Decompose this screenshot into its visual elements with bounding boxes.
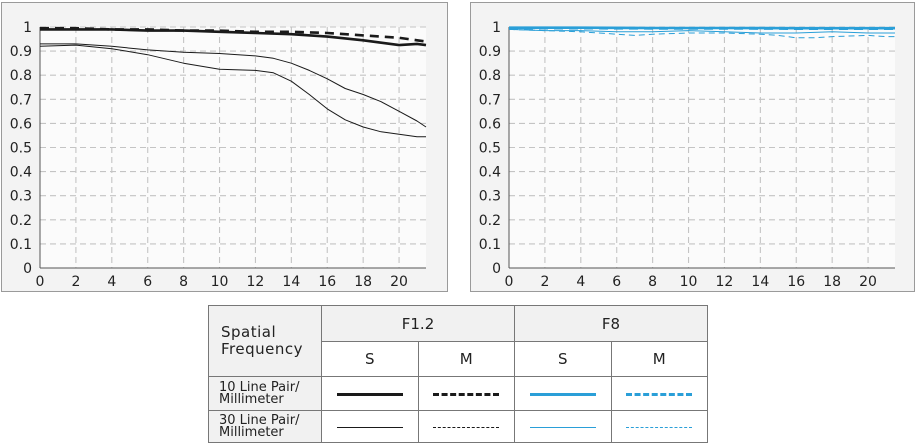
f12-x-tick-label: 18 bbox=[354, 274, 372, 290]
legend-swatch-f8-10-s bbox=[514, 376, 612, 411]
f8-x-tick-label: 16 bbox=[787, 274, 805, 290]
row-label-30lp-1: 30 Line Pair/ bbox=[219, 412, 300, 428]
f12-x-tick-label: 2 bbox=[71, 274, 80, 290]
legend-swatch-f12-10-s bbox=[321, 376, 419, 411]
mtf-chart-f12-svg: 0 2 4 6 8 10 12 14 16 18 20 0 0.1 0.2 0.3 0.4 0.5 0.6 0.7 0… bbox=[10, 20, 427, 290]
f12-x-tick-label: 6 bbox=[143, 274, 152, 290]
f12-series-line-3 bbox=[39, 44, 426, 138]
f8-x-tick-label: 2 bbox=[540, 274, 549, 290]
f12-y-tick-label: 0.6 bbox=[10, 116, 32, 132]
row-label-30lp: 30 Line Pair/ Millimeter bbox=[208, 410, 322, 443]
f8-y-tick-label: 0.3 bbox=[479, 189, 501, 205]
f8-series-line-4 bbox=[508, 28, 895, 39]
f12-y-tick-label: 0.9 bbox=[10, 44, 32, 60]
f12-y-tick-label: 0.4 bbox=[10, 165, 32, 181]
spatial-frequency-label-2: Frequency bbox=[221, 340, 303, 358]
f12-y-tick-label: 0.3 bbox=[10, 189, 32, 205]
f8-x-tick-label: 18 bbox=[823, 274, 841, 290]
legend-swatch-f12-30-m bbox=[417, 410, 515, 443]
row-label-30lp-2: Millimeter bbox=[219, 424, 284, 440]
f8-series-line-2 bbox=[509, 26, 895, 31]
f12-x-tick-label: 16 bbox=[318, 274, 336, 290]
col-m-f8: M bbox=[610, 341, 708, 377]
spatial-frequency-label-1: Spatial bbox=[221, 323, 277, 341]
f8-y-tick-label: 0.1 bbox=[479, 237, 501, 253]
legend-swatch-f8-30-s bbox=[514, 410, 612, 443]
mtf-legend-table: Spatial Frequency F1.2 F8 S M S M 10 Lin… bbox=[208, 305, 708, 443]
row-label-10lp-2: Millimeter bbox=[219, 391, 284, 407]
legend-swatch-f8-30-m bbox=[610, 410, 708, 443]
f12-x-tick-label: 10 bbox=[211, 274, 229, 290]
f8-x-tick-label: 12 bbox=[716, 274, 734, 290]
f8-x-tick-label: 10 bbox=[680, 274, 698, 290]
f8-y-tick-label: 1 bbox=[492, 20, 501, 36]
f8-x-tick-label: 6 bbox=[612, 274, 621, 290]
aperture-header-f8: F8 bbox=[514, 305, 708, 342]
f12-x-tick-label: 8 bbox=[179, 274, 188, 290]
row-label-10lp: 10 Line Pair/ Millimeter bbox=[208, 376, 322, 411]
f12-y-tick-label: 0 bbox=[23, 261, 32, 277]
spatial-frequency-header: Spatial Frequency bbox=[208, 305, 322, 377]
aperture-header-f12: F1.2 bbox=[321, 305, 515, 342]
f8-y-tick-label: 0.2 bbox=[479, 213, 501, 229]
f8-x-tick-label: 8 bbox=[648, 274, 657, 290]
f8-series-line-1 bbox=[509, 26, 895, 30]
legend-swatch-f12-30-s bbox=[321, 410, 419, 443]
f12-series-line-4 bbox=[40, 43, 427, 128]
f12-y-tick-label: 1 bbox=[23, 20, 32, 36]
mtf-chart-f8: 0 2 4 6 8 10 12 14 16 18 20 0 0.1 0.2 0.3 0.4 0.5 0.6 0.7 0… bbox=[470, 2, 915, 292]
f12-y-tick-label: 0.7 bbox=[10, 92, 32, 108]
legend-swatch-f8-10-m bbox=[610, 376, 708, 411]
f8-y-tick-label: 0.6 bbox=[479, 116, 501, 132]
f12-y-tick-label: 0.2 bbox=[10, 213, 32, 229]
f12-y-tick-label: 0.1 bbox=[10, 237, 32, 253]
f12-x-tick-label: 12 bbox=[247, 274, 265, 290]
col-m-f12: M bbox=[417, 341, 515, 377]
f8-y-tick-label: 0.7 bbox=[479, 92, 501, 108]
f12-series-line-2 bbox=[40, 26, 427, 43]
f8-x-tick-label: 20 bbox=[859, 274, 877, 290]
f12-x-tick-label: 14 bbox=[282, 274, 300, 290]
f12-y-tick-label: 0.8 bbox=[10, 68, 32, 84]
f12-x-tick-label: 20 bbox=[390, 274, 408, 290]
row-label-10lp-1: 10 Line Pair/ bbox=[219, 379, 300, 395]
col-s-f8: S bbox=[514, 341, 612, 377]
f12-x-tick-label: 0 bbox=[36, 274, 45, 290]
col-s-f12: S bbox=[321, 341, 419, 377]
f12-x-tick-label: 4 bbox=[107, 274, 116, 290]
f8-x-tick-label: 14 bbox=[751, 274, 769, 290]
mtf-chart-f12: 0 2 4 6 8 10 12 14 16 18 20 0 0.1 0.2 0.3 0.4 0.5 0.6 0.7 0… bbox=[1, 2, 448, 292]
f8-y-tick-label: 0.8 bbox=[479, 68, 501, 84]
f8-y-tick-label: 0.5 bbox=[479, 141, 501, 157]
f12-y-tick-label: 0.5 bbox=[10, 141, 32, 157]
f8-y-tick-label: 0.4 bbox=[479, 165, 501, 181]
legend-swatch-f12-10-m bbox=[417, 376, 515, 411]
f8-series-line-3 bbox=[508, 28, 895, 34]
f8-y-tick-label: 0 bbox=[492, 261, 501, 277]
mtf-chart-f8-svg: 0 2 4 6 8 10 12 14 16 18 20 0 0.1 0.2 0.3 0.4 0.5 0.6 0.7 0… bbox=[479, 20, 895, 290]
f8-x-tick-label: 4 bbox=[576, 274, 585, 290]
f8-x-tick-label: 0 bbox=[505, 274, 514, 290]
f8-y-tick-label: 0.9 bbox=[479, 44, 501, 60]
